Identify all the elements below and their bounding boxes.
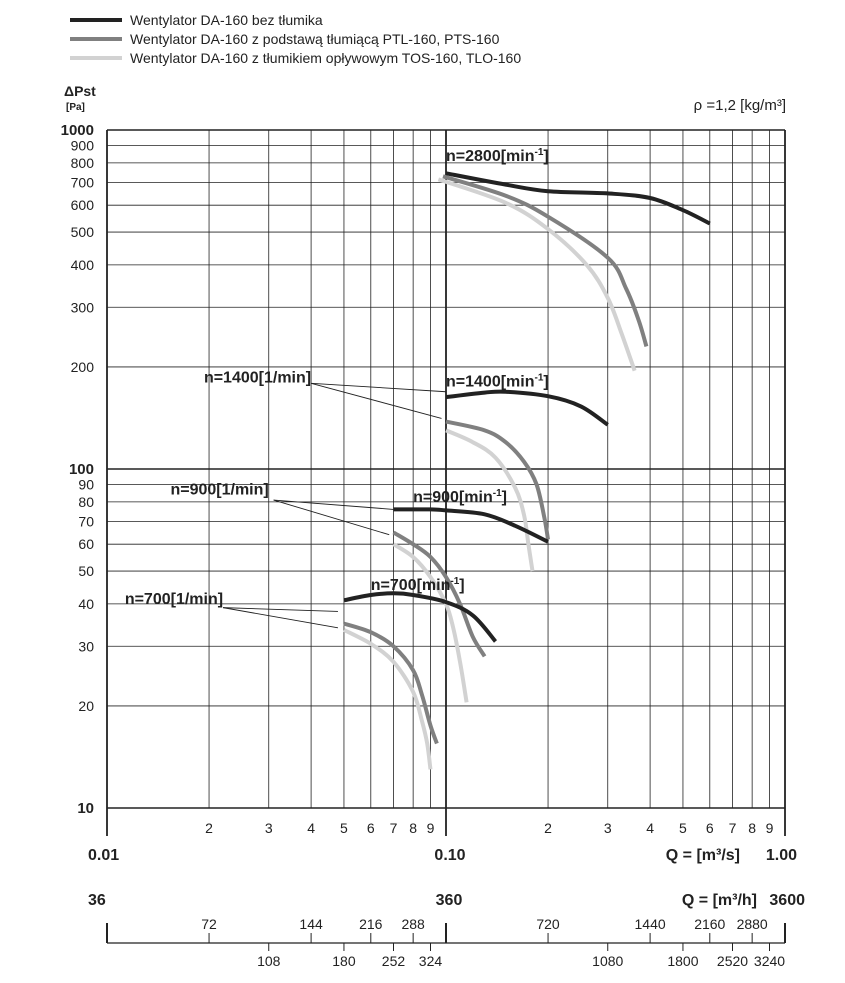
secondary-tick-label: 720 xyxy=(536,916,560,932)
curve-n2800-series2 xyxy=(437,177,637,372)
y-tick-label: 50 xyxy=(78,563,94,579)
y-tick-label: 20 xyxy=(78,698,94,714)
secondary-tick-label: 1440 xyxy=(635,916,666,932)
secondary-tick-label: 108 xyxy=(257,953,281,969)
x-tick-label: 4 xyxy=(307,820,315,836)
rpm-label: n=900[1/min] xyxy=(170,482,268,499)
y-tick-label: 90 xyxy=(78,477,94,493)
y-tick-label: 900 xyxy=(71,138,95,154)
legend-entry: Wentylator DA-160 bez tłumika xyxy=(130,12,323,28)
y-axis-title: ΔPst xyxy=(64,83,96,99)
rpm-label: n=700[1/min] xyxy=(125,591,223,608)
secondary-tick-label: 216 xyxy=(359,916,383,932)
x-tick-label: 5 xyxy=(340,820,348,836)
secondary-tick-label: 1080 xyxy=(592,953,623,969)
curve-n700-series2 xyxy=(343,628,433,770)
secondary-decade-label: 3600 xyxy=(769,892,805,909)
legend-entry: Wentylator DA-160 z podstawą tłumiącą PT… xyxy=(130,31,500,47)
y-tick-label: 40 xyxy=(78,596,94,612)
x-decade-label: 1.00 xyxy=(766,847,797,864)
x-tick-label: 5 xyxy=(679,820,687,836)
y-tick-label: 400 xyxy=(71,257,95,273)
y-tick-label: 80 xyxy=(78,494,94,510)
secondary-tick-label: 2880 xyxy=(737,916,768,932)
leader-line xyxy=(273,499,394,510)
secondary-decade-label: 360 xyxy=(436,892,463,909)
legend: Wentylator DA-160 bez tłumika Wentylator … xyxy=(70,12,521,66)
y-tick-label: 800 xyxy=(71,155,95,171)
rpm-label: n=900[min-1] xyxy=(413,488,507,506)
secondary-tick-label: 2160 xyxy=(694,916,725,932)
rpm-label: n=2800[min-1] xyxy=(446,147,549,165)
legend-entry: Wentylator DA-160 z tłumikiem opływowym … xyxy=(130,50,521,66)
y-tick-label: 600 xyxy=(71,197,95,213)
x-tick-label: 4 xyxy=(646,820,654,836)
secondary-axis-title: Q = [m³/h] xyxy=(682,892,757,909)
x-tick-label: 7 xyxy=(729,820,737,836)
leader-line xyxy=(311,382,447,393)
leader-line xyxy=(273,499,390,536)
axis-labels: ΔPst[Pa] ρ =1,2 [kg/m³]100090080070060050… xyxy=(61,83,805,969)
x-tick-label: 6 xyxy=(367,820,375,836)
x-tick-label: 7 xyxy=(390,820,398,836)
secondary-tick-label: 180 xyxy=(332,953,356,969)
chart-grid xyxy=(106,129,786,951)
secondary-tick-label: 2520 xyxy=(717,953,748,969)
x-tick-label: 2 xyxy=(205,820,213,836)
curve-n900-series1 xyxy=(392,530,487,658)
secondary-tick-label: 72 xyxy=(201,916,217,932)
curve-n2800-series1 xyxy=(442,174,649,347)
y-tick-label: 30 xyxy=(78,638,94,654)
x-tick-label: 9 xyxy=(427,820,435,836)
x-tick-label: 2 xyxy=(544,820,552,836)
rpm-label: n=700[min-1] xyxy=(371,576,465,594)
x-axis-title: Q = [m³/s] xyxy=(666,847,740,864)
curve-annotations: n=2800[min-1] n=1400[min-1] n=900[min-1] n=… xyxy=(125,147,549,629)
x-tick-label: 3 xyxy=(604,820,612,836)
y-tick-label: 70 xyxy=(78,514,94,530)
secondary-tick-label: 324 xyxy=(419,953,443,969)
leader-line xyxy=(223,607,339,629)
y-tick-label: 10 xyxy=(77,800,94,817)
secondary-tick-label: 3240 xyxy=(754,953,785,969)
y-tick-label: 1000 xyxy=(61,122,94,139)
rpm-label: n=1400[1/min] xyxy=(204,369,311,386)
x-tick-label: 6 xyxy=(706,820,714,836)
y-tick-label: 60 xyxy=(78,536,94,552)
y-axis-unit: [Pa] xyxy=(66,102,85,113)
curve-n1400-series1 xyxy=(445,419,550,540)
secondary-tick-label: 144 xyxy=(299,916,323,932)
x-decade-label: 0.01 xyxy=(88,847,119,864)
y-tick-label: 300 xyxy=(71,299,95,315)
performance-curves xyxy=(343,171,711,770)
curve-n1400-series0 xyxy=(445,389,609,427)
y-tick-label: 500 xyxy=(71,224,95,240)
curve-n2800-series0 xyxy=(445,171,711,226)
x-tick-label: 9 xyxy=(766,820,774,836)
x-tick-label: 3 xyxy=(265,820,273,836)
leader-line xyxy=(310,382,442,419)
x-tick-label: 8 xyxy=(748,820,756,836)
x-tick-label: 8 xyxy=(409,820,417,836)
y-tick-label: 100 xyxy=(69,461,94,478)
curve-n700-series1 xyxy=(343,621,439,745)
rpm-label: n=1400[min-1] xyxy=(446,373,549,391)
secondary-tick-label: 288 xyxy=(401,916,425,932)
curve-n900-series0 xyxy=(393,507,549,544)
density-label: ρ =1,2 [kg/m³] xyxy=(694,97,786,114)
leader-line xyxy=(223,607,338,612)
y-tick-label: 200 xyxy=(71,359,95,375)
y-tick-label: 700 xyxy=(71,175,95,191)
secondary-decade-label: 36 xyxy=(88,892,106,909)
curve-n1400-series2 xyxy=(445,428,535,572)
secondary-tick-label: 1800 xyxy=(667,953,698,969)
x-decade-label: 0.10 xyxy=(434,847,465,864)
curve-n700-series0 xyxy=(343,591,498,643)
secondary-tick-label: 252 xyxy=(382,953,406,969)
